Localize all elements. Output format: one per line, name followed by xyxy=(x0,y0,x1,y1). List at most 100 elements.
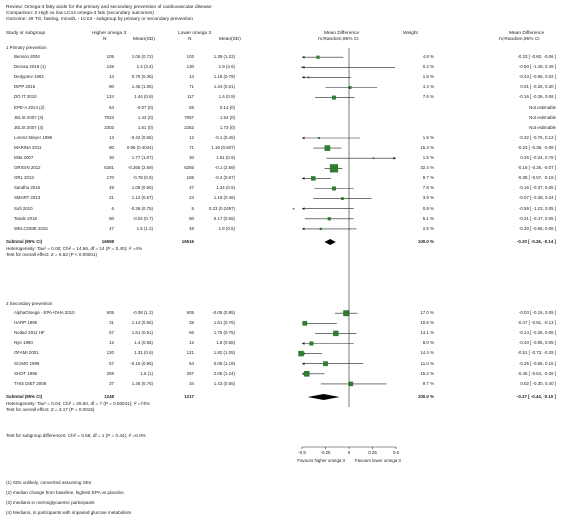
study-lower-n: 2262 xyxy=(184,124,194,130)
study-higher-meansd: -0.16 (0.95) xyxy=(130,360,153,366)
study-lower-meansd: 1.6 (0.9) xyxy=(218,94,235,100)
study-name: SCIMO 1999 xyxy=(14,360,40,366)
study-name: OFAMI 2001 xyxy=(14,350,39,356)
study-higher-meansd: -0.42 (0.65) xyxy=(130,134,153,140)
study-lower-n: 6255 xyxy=(184,165,194,171)
study-weight: 32.4 % xyxy=(420,165,434,171)
study-lower-n: 24 xyxy=(189,195,194,201)
study-lower-n: 66 xyxy=(189,330,194,336)
study-higher-n: 21 xyxy=(109,195,114,201)
study-lower-meansd: -0.1 (2.69) xyxy=(214,165,235,171)
overall-effect-text: Test for overall effect: Z = 3.17 (P = 0… xyxy=(6,406,95,412)
study-higher-meansd: 0.75 (0.35) xyxy=(131,74,153,80)
study-weight: 1.5 % xyxy=(422,155,434,160)
study-name: Nye 1990 xyxy=(14,340,33,346)
study-lower-n: 54 xyxy=(189,360,194,366)
subtotal-higher-n: 1248 xyxy=(104,393,114,399)
study-name: SHOT 1996 xyxy=(14,370,38,376)
study-name: ORIGIN 2012 xyxy=(14,165,41,171)
study-lower-meansd: -0.05 (0.95) xyxy=(212,310,235,315)
col-higher-n-header: N xyxy=(103,37,107,42)
study-lower-meansd: -0.4 (0.67) xyxy=(214,175,235,181)
pooled-diamond xyxy=(307,394,340,400)
study-weight: 7.6 % xyxy=(422,94,434,100)
study-lower-meansd: 1.54 (0) xyxy=(219,114,235,120)
study-ci-text: -0.45 [ -0.64, -0.26 ] xyxy=(517,370,556,376)
study-name: Lorenz-Meyer 1996 xyxy=(14,134,53,140)
study-higher-n: 50 xyxy=(109,215,114,221)
footnote-4: (4) Medians, in participants with impair… xyxy=(6,510,132,515)
study-name: Dedyprev 1992 xyxy=(14,74,44,80)
study-ci-text: Not estimable xyxy=(529,104,556,110)
subgroup-title: 1 Primary prevention xyxy=(6,45,47,50)
study-name: Derosa 2016 (1) xyxy=(14,64,46,70)
study-higher-meansd: -0.265 (2.69) xyxy=(127,165,153,171)
footnote-2: (2) median change from baseline, highest… xyxy=(6,490,124,495)
study-weight: 2.5 % xyxy=(422,225,434,231)
footnote-3: (3) medians in normoglycaemic participan… xyxy=(6,500,95,505)
subtotal-higher-n: 16598 xyxy=(101,238,114,244)
study-lower-meansd: 1.51 (0.9) xyxy=(216,155,235,160)
col-md-header: Mean Difference xyxy=(324,31,360,36)
ci-arrow-left xyxy=(302,65,305,69)
subgroup-differences-test: Test for subgroup differences: Chi² = 0.… xyxy=(6,433,146,438)
study-higher-n: 605 xyxy=(106,310,114,315)
effect-square xyxy=(324,145,331,151)
effect-square xyxy=(301,66,303,69)
subtotal-weight: 100.0 % xyxy=(417,393,434,399)
col-md-method-header: IV,Random,95% CI xyxy=(318,37,359,42)
study-higher-n: 30 xyxy=(109,155,114,160)
study-ci-text: -0.07 [ -0.38, 0.24 ] xyxy=(518,195,556,201)
study-lower-n: 30 xyxy=(189,155,194,160)
study-name: ORL 2013 xyxy=(14,175,34,181)
study-higher-n: 49 xyxy=(109,185,114,191)
study-weight: 7.8 % xyxy=(422,185,434,191)
study-name: THIS DIET 2008 xyxy=(14,380,47,386)
study-ci-text: -0.40 [ -0.85, 0.05 ] xyxy=(518,340,556,346)
outcome-line: Outcome: 49 TG, fasting, mmol/L - LCn3 -… xyxy=(6,17,193,22)
study-name: HARP 1995 xyxy=(14,320,38,326)
effect-square xyxy=(302,320,308,326)
study-higher-n: 259 xyxy=(106,370,114,376)
study-lower-n: 103 xyxy=(186,54,194,59)
pooled-diamond xyxy=(324,239,336,245)
study-lower-meansd: 1.75 (0.75) xyxy=(213,330,235,336)
study-higher-n: 37 xyxy=(109,380,114,386)
study-name: Sandhu 2016 xyxy=(14,185,41,191)
effect-square xyxy=(323,361,328,367)
study-lower-meansd: 1.8 (0.55) xyxy=(216,340,235,346)
study-ci-text: -0.33 [ -0.60, -0.06 ] xyxy=(517,54,556,59)
study-name: Mita 2007 xyxy=(14,155,34,160)
study-higher-n: 120 xyxy=(106,350,114,356)
study-weight: 4.4 % xyxy=(422,84,434,90)
study-higher-meansd: 1.45 (0.76) xyxy=(131,380,153,386)
study-weight: 3.9 % xyxy=(422,195,434,201)
favours-right-label: Favours lower omega 3 xyxy=(355,458,401,463)
subtotal-label: Subtotal (95% CI) xyxy=(6,393,43,399)
study-name: JELIS 2007 (3) xyxy=(14,114,44,120)
study-lower-n: 71 xyxy=(189,84,194,90)
study-higher-n: 7023 xyxy=(104,114,114,120)
study-higher-n: 13 xyxy=(109,134,114,140)
study-ci-text: -0.25 [ -0.65, 0.15 ] xyxy=(518,360,556,366)
study-lower-n: 12 xyxy=(189,134,194,140)
subtotal-ci-text: -0.20 [ -0.26, -0.14 ] xyxy=(516,238,556,244)
ci-arrow-left xyxy=(302,76,305,79)
study-ci-text: 0.01 [ -0.25, 0.30 ] xyxy=(520,84,556,90)
study-ci-text: -0.30 [ -0.68, 0.08 ] xyxy=(518,225,556,231)
study-higher-meansd: 1.08 (0.56) xyxy=(131,185,153,191)
ci-arrow-left xyxy=(302,177,305,180)
effect-square xyxy=(298,350,304,357)
study-weight: 17.0 % xyxy=(420,310,434,315)
study-higher-meansd: 1.43 (0) xyxy=(137,114,153,120)
study-weight: 15.2 % xyxy=(420,370,434,376)
subtotal-weight: 100.0 % xyxy=(417,238,434,244)
study-higher-meansd: 1.61 (0) xyxy=(137,124,153,130)
study-lower-meansd: 1.9 (4.6) xyxy=(218,64,235,70)
study-ci-text: -0.23 [ -0.38, -0.08 ] xyxy=(517,144,556,150)
study-lower-n: 5 xyxy=(191,205,194,211)
study-higher-n: 64 xyxy=(109,104,114,110)
col-lower-meansd-header: Mean(SD) xyxy=(219,37,241,42)
study-name: SMART 2013 xyxy=(14,195,41,201)
study-lower-meansd: 0.17 (0.65) xyxy=(213,215,235,221)
